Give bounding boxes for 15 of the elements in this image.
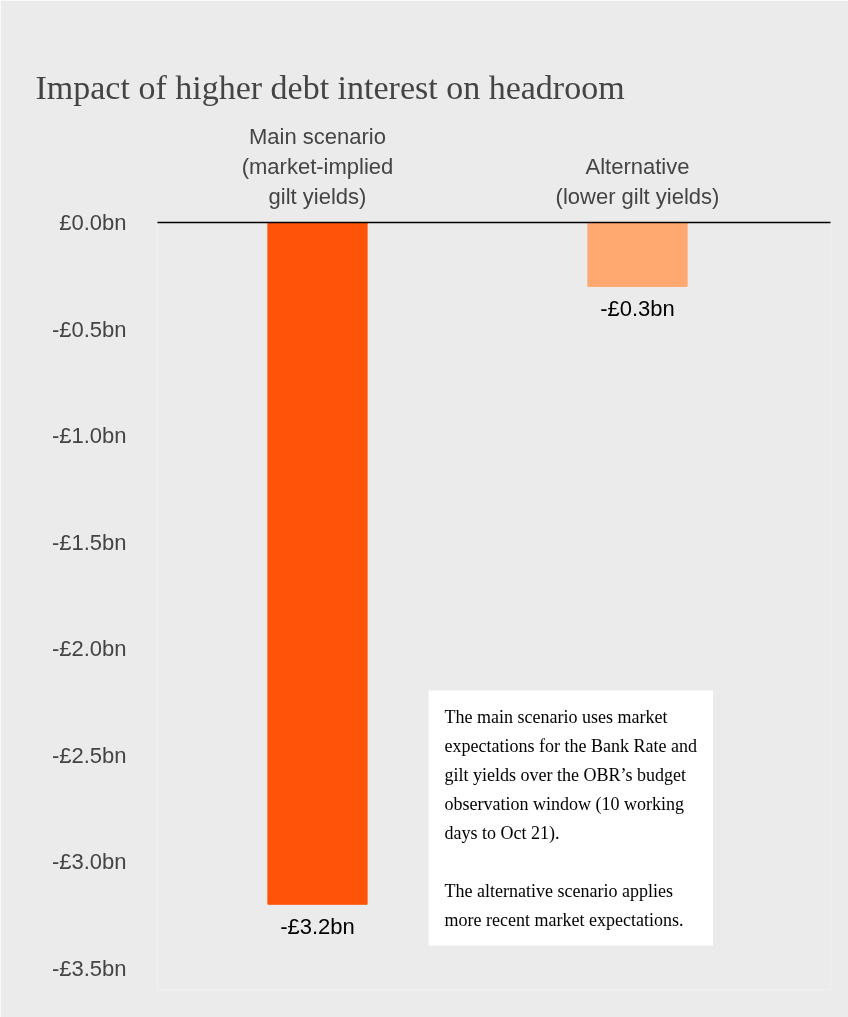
y-tick-label: -£2.5bn bbox=[51, 742, 127, 768]
x-tick-label: Alternative (lower gilt yields) bbox=[555, 153, 720, 209]
y-tick-label: -£2.0bn bbox=[51, 636, 127, 662]
annotation: The main scenario uses market expectations for the Bank Rate and gilt yields over the OBR’s budget observation window (10 working days to Oct 21). bbox=[444, 706, 697, 844]
data-label: -£0.3bn bbox=[600, 296, 675, 322]
y-tick-label: -£1.0bn bbox=[51, 423, 127, 449]
x-tick-label: Main scenario (market-implied gilt yields) bbox=[241, 123, 394, 209]
y-tick-label: -£3.0bn bbox=[51, 849, 127, 875]
data-label: -£3.2bn bbox=[280, 914, 355, 940]
y-tick-label: -£1.5bn bbox=[51, 529, 127, 555]
chart-title: Impact of higher debt interest on headroom bbox=[35, 68, 625, 106]
y-tick-label: -£0.5bn bbox=[51, 316, 127, 342]
y-tick-label: £0.0bn bbox=[59, 210, 127, 235]
y-tick-label: -£3.5bn bbox=[51, 955, 127, 981]
annotation: The alternative scenario applies more recent market expectations. bbox=[444, 880, 684, 930]
